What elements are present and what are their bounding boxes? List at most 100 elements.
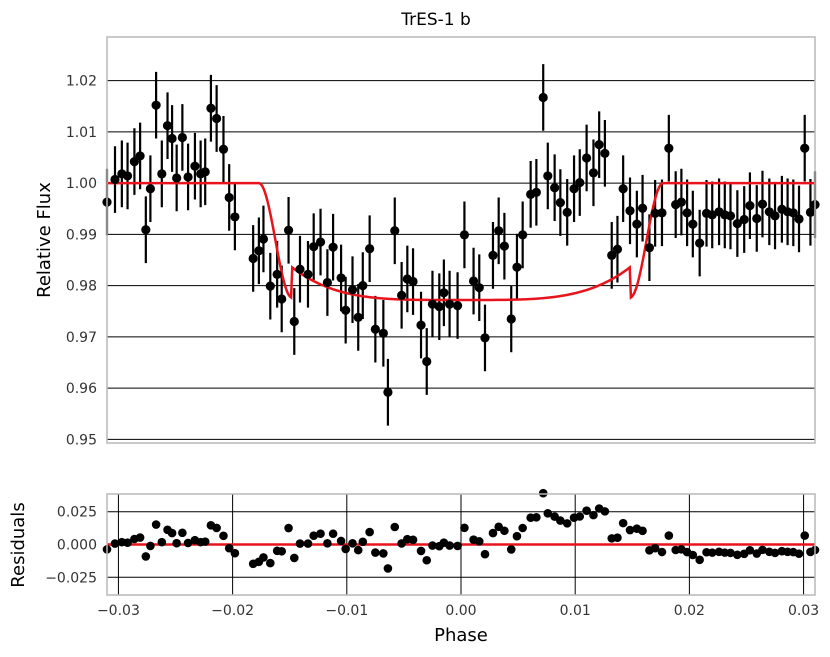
residuals-y-tick-label: 0.025 xyxy=(57,505,97,521)
residual-point xyxy=(618,518,628,528)
residual-point xyxy=(575,512,585,521)
residual-point xyxy=(172,538,181,548)
data-point xyxy=(416,320,426,330)
data-point xyxy=(676,197,686,207)
residual-point xyxy=(445,541,454,550)
residuals-y-tick-label: −0.025 xyxy=(45,570,97,586)
residual-point xyxy=(328,529,338,539)
residual-point xyxy=(365,527,374,537)
residual-point xyxy=(230,548,240,558)
residual-point xyxy=(745,545,755,555)
residual-point xyxy=(733,550,742,560)
data-point xyxy=(322,277,332,288)
x-tick-label: 0.01 xyxy=(560,603,591,619)
residual-point xyxy=(167,528,177,538)
residual-point xyxy=(625,525,635,535)
data-point xyxy=(167,133,177,144)
residual-point xyxy=(518,523,527,533)
data-point xyxy=(518,230,528,240)
data-point xyxy=(607,250,617,260)
main-y-axis-label: Relative Flux xyxy=(34,182,55,298)
data-point xyxy=(183,172,193,182)
residual-point xyxy=(600,507,610,516)
residuals-y-tick-labels: 0.025 0.000 −0.025 xyxy=(45,505,97,587)
data-point xyxy=(439,288,449,298)
data-point xyxy=(739,214,749,225)
data-point xyxy=(390,226,400,236)
data-point xyxy=(657,208,667,218)
data-point xyxy=(664,143,674,153)
residuals-y-tick-label: 0.000 xyxy=(57,538,97,554)
residual-point xyxy=(707,548,717,557)
residual-point xyxy=(379,549,388,558)
residual-point xyxy=(480,549,490,559)
residual-point xyxy=(474,537,484,546)
data-point xyxy=(230,212,240,222)
residual-point xyxy=(309,531,318,540)
data-point xyxy=(258,234,269,244)
data-point xyxy=(695,238,705,248)
data-point xyxy=(162,121,173,131)
residual-point xyxy=(460,523,469,533)
residuals-data-points xyxy=(102,488,820,573)
data-point xyxy=(588,168,599,178)
data-point xyxy=(650,208,660,218)
data-point xyxy=(543,171,553,181)
transit-model-curve xyxy=(107,181,815,302)
residual-point xyxy=(488,528,498,538)
residual-point xyxy=(316,529,325,538)
data-point xyxy=(353,312,363,323)
data-point xyxy=(480,333,490,343)
data-point xyxy=(265,281,275,291)
data-point xyxy=(309,242,319,252)
data-point xyxy=(800,143,810,153)
main-y-tick-label: 1.01 xyxy=(66,125,97,141)
residual-point xyxy=(358,537,368,547)
data-point xyxy=(494,226,504,236)
data-point xyxy=(444,299,455,309)
data-point xyxy=(129,156,140,167)
data-point xyxy=(531,187,541,197)
data-point xyxy=(550,183,560,193)
data-point xyxy=(732,218,742,229)
x-axis-label: Phase xyxy=(434,625,488,646)
residual-point xyxy=(657,547,667,557)
data-point xyxy=(575,177,585,188)
x-tick-label: 0.03 xyxy=(788,603,819,619)
data-point xyxy=(336,273,346,283)
data-point xyxy=(341,305,351,315)
data-point xyxy=(295,264,305,274)
residual-point xyxy=(758,545,767,555)
residual-point xyxy=(613,533,622,542)
residuals-panel: 0.025 0.000 −0.025 −0.03 −0.02 −0.01 0.00 0.01… xyxy=(8,488,820,646)
residual-point xyxy=(695,555,704,565)
residuals-y-axis-label: Residuals xyxy=(8,502,29,587)
data-point xyxy=(459,230,470,240)
main-y-tick-label: 0.99 xyxy=(66,227,97,243)
residual-point xyxy=(453,541,462,551)
residual-point xyxy=(562,519,572,528)
data-point xyxy=(283,225,294,235)
residual-point xyxy=(538,488,548,498)
main-y-tick-label: 0.96 xyxy=(66,381,97,397)
residual-point xyxy=(500,526,509,536)
residual-point xyxy=(183,538,193,548)
main-y-tick-labels: 0.95 0.96 0.97 0.98 0.99 1.00 1.01 1.02 xyxy=(66,74,97,449)
data-point xyxy=(315,237,326,247)
residual-point xyxy=(390,522,400,532)
main-frame xyxy=(106,36,816,444)
data-point xyxy=(569,184,579,194)
data-point xyxy=(555,197,565,208)
data-point xyxy=(600,148,610,158)
residual-point xyxy=(284,523,293,533)
residual-point xyxy=(259,553,268,562)
residual-point xyxy=(265,558,275,568)
residual-point xyxy=(726,548,735,558)
data-point xyxy=(272,269,282,279)
data-point xyxy=(752,213,762,224)
main-y-tick-label: 0.95 xyxy=(66,432,97,448)
data-point xyxy=(612,244,623,254)
residual-point xyxy=(416,546,426,556)
residual-point xyxy=(794,549,804,558)
